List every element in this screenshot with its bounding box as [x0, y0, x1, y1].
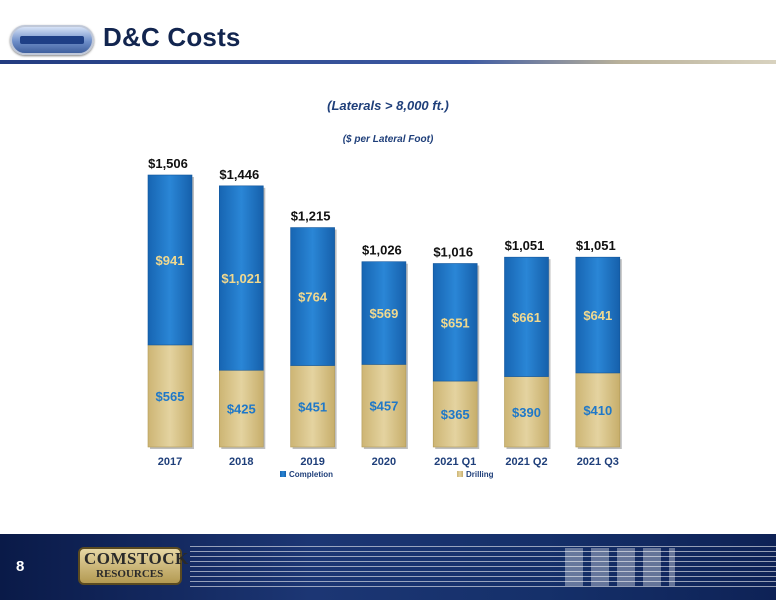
x-tick-label: 2017 [158, 456, 182, 468]
label-total: $1,051 [505, 238, 545, 253]
bar-completion [361, 261, 407, 365]
label-completion: $941 [156, 253, 185, 268]
label-drilling: $457 [369, 399, 398, 414]
bar-drilling [432, 380, 478, 448]
label-completion: $651 [441, 315, 470, 330]
label-drilling: $365 [441, 407, 470, 422]
label-total: $1,215 [291, 209, 331, 224]
label-completion: $764 [298, 290, 328, 305]
legend-item: Drilling [466, 470, 494, 479]
label-total: $1,051 [576, 238, 616, 253]
header-rule [0, 60, 776, 64]
bar-completion [219, 185, 264, 371]
footer-decoration [190, 546, 776, 588]
label-total: $1,026 [362, 243, 402, 258]
label-total: $1,506 [148, 156, 188, 171]
label-drilling: $425 [227, 402, 256, 417]
x-tick-label: 2019 [300, 456, 324, 468]
label-completion: $661 [512, 310, 541, 325]
bar-drilling [361, 364, 407, 448]
comstock-logo-line1: COMSTOCK [84, 549, 189, 568]
bar-completion [504, 256, 549, 377]
bar-drilling [219, 369, 264, 448]
legend-item: Completion [289, 470, 333, 479]
company-logo [10, 25, 94, 55]
legend-swatch [280, 471, 286, 477]
page-title: D&C Costs [103, 22, 241, 52]
label-completion: $569 [369, 306, 398, 321]
label-total: $1,446 [219, 167, 259, 182]
stacked-bar-chart: $565 $941 $1,506 2017 $425 $1,021 $1,446 2018 $4… [147, 156, 622, 479]
label-drilling: $390 [512, 405, 541, 420]
bar-completion [575, 256, 621, 374]
x-tick-label: 2018 [229, 456, 253, 468]
x-tick-label: 2020 [372, 456, 396, 468]
bar-drilling [147, 344, 193, 448]
bar-completion [432, 263, 478, 382]
bar-drilling [504, 376, 549, 448]
label-completion: $1,021 [221, 271, 261, 286]
chart-units: ($ per Lateral Foot) [342, 134, 434, 145]
page-number: 8 [16, 558, 25, 575]
bar-completion [290, 227, 335, 366]
bar-drilling [290, 365, 335, 448]
slide-header: D&C Costs [0, 0, 776, 64]
legend-swatch [457, 471, 463, 477]
label-drilling: $565 [156, 389, 185, 404]
label-drilling: $451 [298, 399, 327, 414]
x-tick-label: 2021 Q2 [505, 456, 547, 468]
chart-title: (Laterals > 8,000 ft.) [327, 98, 449, 113]
label-completion: $641 [583, 308, 612, 323]
comstock-logo: COMSTOCK RESOURCES [78, 547, 188, 585]
x-tick-label: 2021 Q3 [577, 456, 619, 468]
label-total: $1,016 [433, 244, 473, 259]
comstock-logo-line2: RESOURCES [96, 568, 164, 580]
label-drilling: $410 [583, 403, 612, 418]
bar-completion [147, 174, 193, 346]
watermark-logo [565, 548, 675, 586]
x-tick-label: 2021 Q1 [434, 456, 476, 468]
slide-footer: 8 COMSTOCK RESOURCES [0, 534, 776, 600]
